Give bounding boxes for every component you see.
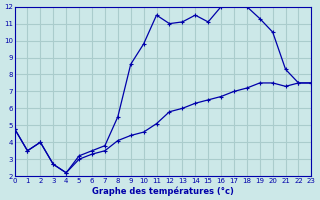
- X-axis label: Graphe des températures (°c): Graphe des températures (°c): [92, 186, 234, 196]
